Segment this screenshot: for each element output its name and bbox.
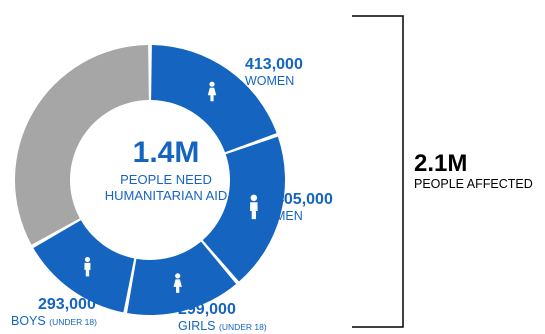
label-boys: 293,000 BOYS (UNDER 18)	[11, 297, 97, 328]
women-value: 413,000	[245, 56, 303, 73]
affected-bracket	[352, 15, 404, 328]
total-value: 1.4M	[132, 136, 200, 169]
men-value: 405,000	[275, 191, 333, 208]
boys-value: 293,000	[38, 296, 96, 313]
label-women: 413,000 WOMEN	[245, 57, 303, 88]
affected-total: 2.1M PEOPLE AFFECTED	[414, 152, 533, 191]
woman-icon	[207, 81, 217, 102]
affected-value: 2.1M	[414, 150, 468, 177]
slice-boys	[33, 220, 135, 313]
center-total: 1.4M PEOPLE NEED HUMANITARIAN AID	[100, 138, 232, 203]
slice-women	[151, 45, 277, 153]
donut-slices	[14, 45, 285, 315]
affected-label: PEOPLE AFFECTED	[414, 177, 533, 191]
slice-remainder	[14, 45, 149, 245]
slice-icons	[84, 81, 258, 293]
women-label: WOMEN	[245, 74, 295, 88]
slice-girls	[127, 241, 237, 315]
girls-label: GIRLS	[178, 319, 216, 333]
girls-label-line: GIRLS (UNDER 18)	[178, 320, 267, 333]
label-men: 405,000 MEN	[275, 192, 333, 223]
men-label: MEN	[275, 209, 303, 223]
girls-value: 299,000	[178, 301, 236, 318]
boys-qualifier: (UNDER 18)	[49, 317, 97, 327]
total-label: PEOPLE NEED HUMANITARIAN AID	[104, 172, 228, 203]
boy-icon	[84, 256, 91, 277]
slice-men	[202, 136, 285, 282]
boys-label: BOYS	[11, 314, 46, 328]
label-girls: 299,000 GIRLS (UNDER 18)	[178, 302, 267, 333]
girls-qualifier: (UNDER 18)	[219, 322, 267, 332]
man-icon	[250, 194, 258, 220]
boys-label-line: BOYS (UNDER 18)	[11, 315, 97, 328]
girl-icon	[173, 273, 182, 293]
